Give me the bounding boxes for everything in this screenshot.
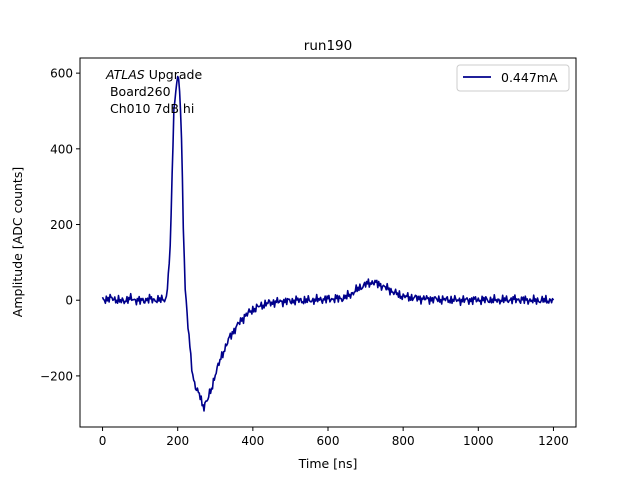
chart-title: run190 (304, 38, 352, 54)
annotation-board: Board260 (106, 84, 171, 99)
series-line-0 (101, 75, 555, 412)
x-tick-label: 600 (317, 434, 340, 448)
y-tick-label: 0 (65, 294, 73, 308)
y-tick-label: −200 (40, 369, 73, 383)
y-axis-label: Amplitude [ADC counts] (10, 167, 25, 317)
legend-label: 0.447mA (501, 70, 558, 85)
legend-box (456, 64, 570, 92)
y-tick-label: 400 (50, 142, 73, 156)
x-tick-label: 0 (99, 434, 107, 448)
annotation-upgrade: Upgrade (145, 67, 203, 82)
y-tick-label: 200 (50, 218, 73, 232)
annotation-atlas: ATLAS (105, 67, 145, 82)
x-tick-label: 1200 (538, 434, 569, 448)
y-axis: −200 0 200 400 600 (40, 67, 80, 383)
plot-area (101, 75, 555, 412)
y-tick-label: 600 (50, 67, 73, 81)
legend: 0.447mA (456, 64, 570, 92)
atlas-annotation: ATLAS Upgrade Board260 Ch010 7dB hi (105, 67, 202, 116)
x-tick-label: 400 (241, 434, 264, 448)
x-tick-label: 800 (392, 434, 415, 448)
x-tick-label: 1000 (463, 434, 494, 448)
x-tick-label: 200 (166, 434, 189, 448)
svg-text:ATLAS Upgrade: ATLAS Upgrade (105, 67, 202, 82)
x-axis-label: Time [ns] (298, 456, 358, 471)
annotation-channel: Ch010 7dB hi (106, 101, 194, 116)
x-axis: 0 200 400 600 800 1000 1200 (99, 427, 569, 448)
